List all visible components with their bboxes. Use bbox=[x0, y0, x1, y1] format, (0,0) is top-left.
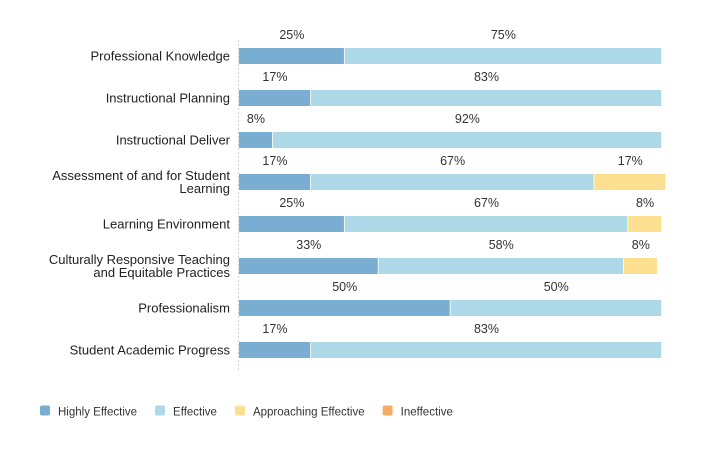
data-label: 67% bbox=[440, 154, 465, 168]
legend-swatch bbox=[382, 405, 393, 416]
bar-segment-effective bbox=[344, 48, 662, 64]
legend-label: Approaching Effective bbox=[253, 407, 365, 419]
data-label: 17% bbox=[262, 322, 287, 336]
bar-segment-highly-effective bbox=[239, 216, 344, 232]
data-label: 58% bbox=[489, 238, 514, 252]
data-label: 17% bbox=[618, 154, 643, 168]
bar-segment-effective bbox=[378, 258, 624, 274]
data-label: 50% bbox=[332, 280, 357, 294]
data-label: 67% bbox=[474, 196, 499, 210]
category-label: Culturally Responsive Teaching and Equita… bbox=[49, 252, 231, 280]
bars-layer bbox=[239, 48, 666, 358]
bar-segment-effective bbox=[344, 216, 628, 232]
bar-segment-effective bbox=[450, 300, 662, 316]
bar-segment-effective bbox=[272, 132, 662, 148]
legend-label: Highly Effective bbox=[58, 407, 137, 419]
legend-swatch bbox=[234, 405, 245, 416]
bar-segment-highly-effective bbox=[239, 132, 273, 148]
data-label: 83% bbox=[474, 70, 499, 84]
data-label: 8% bbox=[632, 238, 650, 252]
bar-segment-approaching-effective bbox=[628, 216, 662, 232]
legend: Highly Effective Effective Approaching Eff… bbox=[40, 405, 453, 419]
data-label: 75% bbox=[491, 28, 516, 42]
category-label: Student Academic Progress bbox=[70, 343, 231, 358]
bar-segment-effective bbox=[310, 174, 594, 190]
category-label: Assessment of and for Student Learning bbox=[52, 168, 230, 196]
bar-segment-highly-effective bbox=[239, 90, 311, 106]
legend-swatch bbox=[40, 405, 50, 416]
data-label: 92% bbox=[455, 112, 480, 126]
data-label: 17% bbox=[262, 154, 287, 168]
category-label: Professionalism bbox=[138, 301, 230, 316]
labels-layer: 25% 75% 17% 83% 8% 92% 17% 67% 17% 25% 67% 8% 33% 58%… bbox=[247, 28, 654, 336]
data-label: 25% bbox=[279, 28, 304, 42]
axis-layer: Professional Knowledge Instructional Plan… bbox=[49, 40, 239, 372]
bar-segment-highly-effective bbox=[239, 258, 378, 274]
bar-segment-highly-effective bbox=[239, 48, 344, 64]
category-label: Professional Knowledge bbox=[91, 49, 230, 64]
data-label: 8% bbox=[247, 112, 265, 126]
data-label: 83% bbox=[474, 322, 499, 336]
bar-segment-highly-effective bbox=[239, 174, 311, 190]
data-label: 25% bbox=[279, 196, 304, 210]
bar-segment-effective bbox=[310, 342, 662, 358]
data-label: 33% bbox=[296, 238, 321, 252]
category-label: Instructional Deliver bbox=[116, 133, 231, 148]
data-label: 8% bbox=[636, 196, 654, 210]
legend-label: Effective bbox=[173, 407, 217, 419]
legend-swatch bbox=[155, 405, 166, 416]
data-label: 50% bbox=[544, 280, 569, 294]
bar-segment-approaching-effective bbox=[623, 258, 657, 274]
category-label: Learning Environment bbox=[103, 217, 231, 232]
data-label: 17% bbox=[262, 70, 287, 84]
bar-segment-highly-effective bbox=[239, 300, 450, 316]
bar-segment-highly-effective bbox=[239, 342, 311, 358]
bar-segment-approaching-effective bbox=[594, 174, 666, 190]
legend-label: Ineffective bbox=[401, 407, 453, 419]
bar-segment-effective bbox=[310, 90, 662, 106]
category-label: Instructional Planning bbox=[106, 91, 230, 106]
